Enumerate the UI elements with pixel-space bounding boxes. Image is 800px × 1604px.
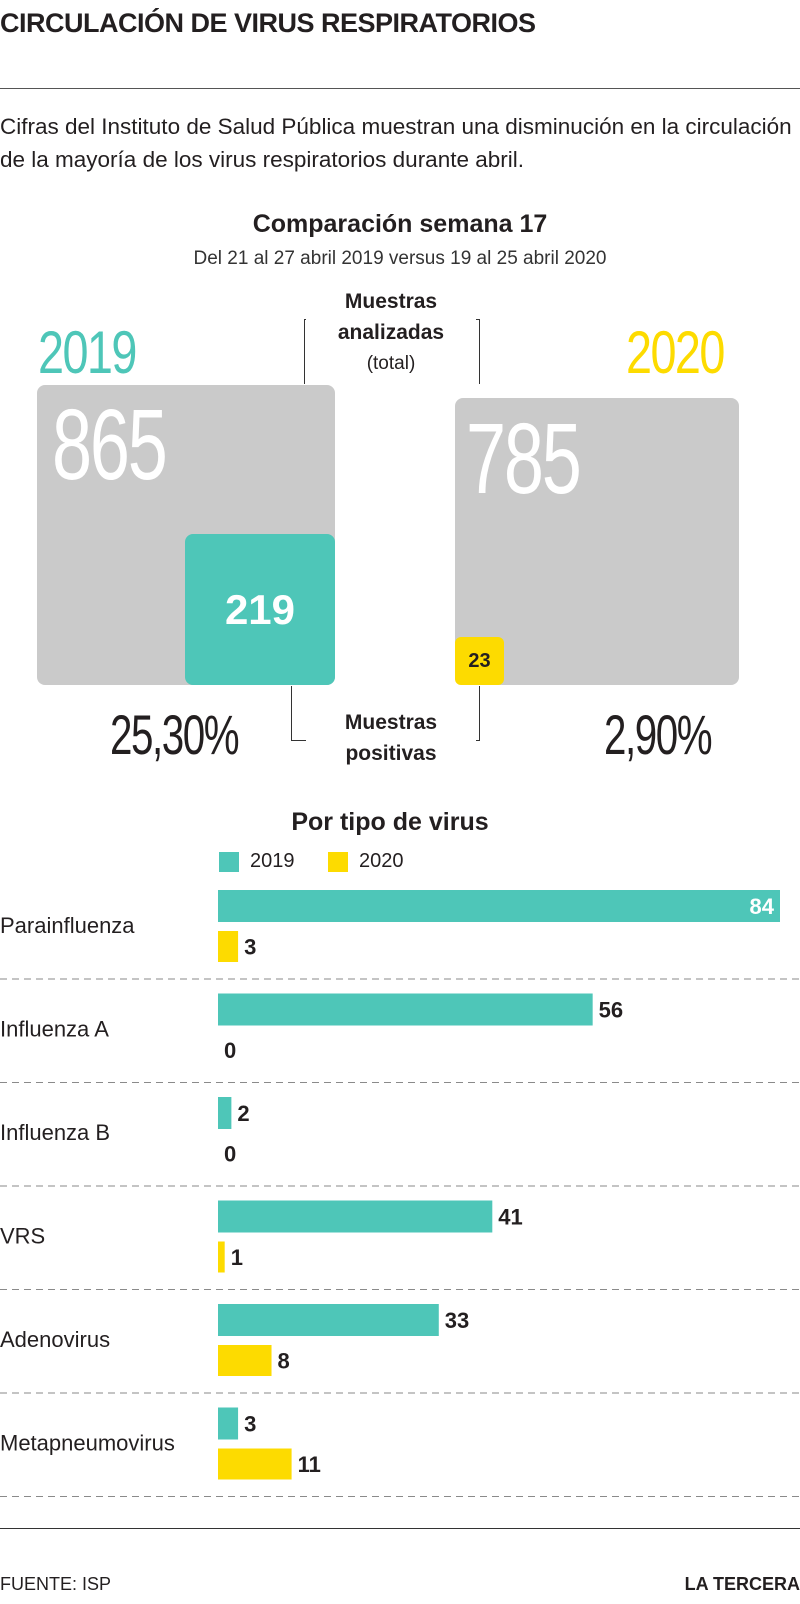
- total-2020-box: [455, 398, 739, 685]
- analyzed-label-line3: (total): [366, 353, 416, 374]
- bar-2020: [218, 1345, 272, 1376]
- bar-value-label: 2: [237, 1101, 249, 1126]
- chart-title: Por tipo de virus: [291, 808, 489, 836]
- positive-label-line2: positivas: [345, 742, 437, 765]
- positive-2019-value: 219: [224, 586, 296, 633]
- pct-2020: 2,90%: [604, 703, 713, 766]
- category-label: Adenovirus: [0, 1327, 110, 1352]
- footer-brand: LA TERCERA: [684, 1574, 800, 1594]
- bar-2019: [218, 1407, 239, 1440]
- bar-value-label: 0: [224, 1142, 236, 1167]
- total-2020-value: 785: [466, 403, 582, 515]
- bar-value-label: 3: [244, 1412, 256, 1437]
- category-label: Influenza B: [0, 1120, 110, 1145]
- bar-2020: [218, 1448, 292, 1480]
- intro-text: Cifras del Instituto de Salud Pública mu…: [0, 114, 792, 172]
- footer-source: FUENTE: ISP: [0, 1574, 112, 1594]
- total-2019-value: 865: [52, 389, 168, 501]
- title-rule: [0, 88, 800, 89]
- comparison-subtitle: Del 21 al 27 abril 2019 versus 19 al 25 …: [193, 248, 607, 269]
- category-label: VRS: [0, 1224, 45, 1249]
- positive-2020-value: 23: [468, 650, 491, 672]
- bar-value-label: 1: [231, 1245, 243, 1270]
- bar-value-label: 41: [498, 1205, 522, 1230]
- bar-value-label: 8: [278, 1349, 290, 1374]
- category-label: Metapneumovirus: [0, 1431, 175, 1456]
- legend-swatch-2019: [219, 852, 239, 872]
- analyzed-label: Muestras analizadas (total): [306, 286, 476, 379]
- bar-2020: [218, 1241, 225, 1273]
- pct-2019: 25,30%: [110, 703, 240, 766]
- positive-2019-box: [185, 534, 335, 685]
- bar-2019: [218, 1097, 232, 1129]
- positive-2020-box: [455, 637, 504, 685]
- bar-value-label: 33: [445, 1308, 469, 1333]
- virus-bar-chart: Parainfluenza 84 3 Influenza A 56 0 Influenza …: [0, 890, 800, 1497]
- bar-2019: [218, 1304, 439, 1336]
- bar-2019: [218, 1200, 493, 1233]
- positive-label: Muestras positivas: [306, 707, 476, 769]
- bar-2019: [218, 890, 780, 922]
- bar-2019: [218, 993, 593, 1026]
- category-label: Influenza A: [0, 1017, 109, 1042]
- legend-label-2020: 2020: [359, 850, 404, 872]
- legend-swatch-2020: [328, 852, 348, 872]
- bar-value-label: 56: [599, 998, 623, 1023]
- analyzed-label-line2: analizadas: [337, 321, 445, 344]
- legend-label-2019: 2019: [250, 850, 295, 872]
- bar-value-label: 84: [750, 894, 775, 919]
- comparison-title: Comparación semana 17: [252, 210, 548, 238]
- bar-value-label: 0: [224, 1038, 236, 1063]
- year-2019-label: 2019: [38, 319, 137, 386]
- footer-rule: [0, 1528, 800, 1529]
- bar-2020: [218, 931, 239, 962]
- bar-value-label: 11: [298, 1452, 321, 1477]
- analyzed-label-line1: Muestras: [344, 290, 438, 313]
- positive-label-line1: Muestras: [344, 711, 438, 734]
- category-label: Parainfluenza: [0, 913, 135, 938]
- bar-value-label: 3: [244, 935, 256, 960]
- year-2020-label: 2020: [626, 319, 725, 386]
- page-title: CIRCULACIÓN DE VIRUS RESPIRATORIOS: [0, 8, 536, 38]
